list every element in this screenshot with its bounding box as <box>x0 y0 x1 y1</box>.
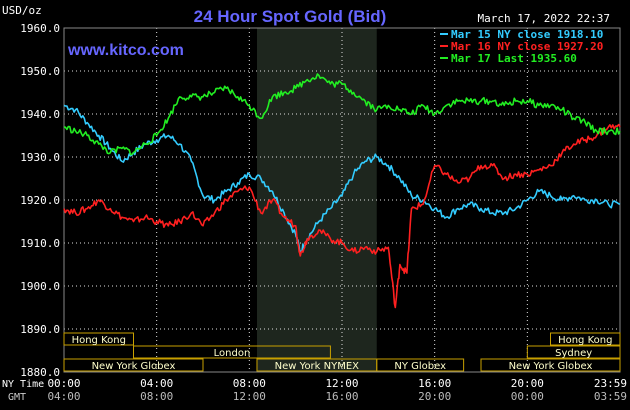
y-tick-label: 1950.0 <box>20 65 60 78</box>
x-tick-label-gmt: 04:00 <box>47 390 80 403</box>
series-lines <box>63 73 621 309</box>
x-tick-label-ny: 16:00 <box>418 377 451 390</box>
legend-label: Mar 16 NY close 1927.20 <box>451 40 603 53</box>
x-tick-label-gmt: 08:00 <box>140 390 173 403</box>
y-tick-label: 1910.0 <box>20 237 60 250</box>
x-tick-label-ny: 04:00 <box>140 377 173 390</box>
x-tick-label-gmt: 16:00 <box>325 390 358 403</box>
y-tick-label: 1930.0 <box>20 151 60 164</box>
gmt-label: GMT <box>8 392 26 403</box>
market-label: New York Globex <box>92 361 176 372</box>
market-label: Hong Kong <box>72 335 126 346</box>
series-line-1 <box>63 104 621 253</box>
market-box <box>376 358 465 372</box>
x-tick-label-gmt: 00:00 <box>511 390 544 403</box>
market-label: Hong Kong <box>558 335 612 346</box>
market-box <box>550 332 621 346</box>
y-tick-labels: 1960.0 1950.0 1940.0 1930.0 1920.0 1910.0 1900… <box>20 22 60 379</box>
x-tick-label-gmt: 20:00 <box>418 390 451 403</box>
market-box <box>526 345 621 359</box>
series-line-2 <box>63 123 621 309</box>
x-tick-label-ny: 00:00 <box>47 377 80 390</box>
y-tick-label: 1940.0 <box>20 108 60 121</box>
market-box <box>133 345 331 359</box>
x-tick-labels: 00:0004:0004:0008:0008:0012:0012:0016:00… <box>47 377 627 403</box>
x-tick-label-ny: 20:00 <box>511 377 544 390</box>
market-label: New York NYMEX <box>275 361 360 372</box>
x-tick-label-gmt: 12:00 <box>233 390 266 403</box>
plot-frame <box>63 27 621 373</box>
x-tick-label-ny: 12:00 <box>325 377 358 390</box>
grid <box>63 27 621 373</box>
x-tick-label-ny: 23:59 <box>594 377 627 390</box>
market-box <box>63 332 134 346</box>
chart-title: 24 Hour Spot Gold (Bid) <box>194 7 387 26</box>
x-tick-label-gmt: 03:59 <box>594 390 627 403</box>
unit-label: USD/oz <box>2 4 42 17</box>
series-line-3 <box>63 73 621 156</box>
legend-label: Mar 17 Last 1935.60 <box>451 52 577 65</box>
chart-datetime: March 17, 2022 22:37 <box>478 12 610 25</box>
kitco-watermark: www.kitco.com <box>67 42 184 59</box>
market-label: NY Globex <box>394 361 446 372</box>
x-tick-label-ny: 08:00 <box>233 377 266 390</box>
ny-time-label: NY Time <box>2 379 44 390</box>
market-label: New York Globex <box>509 361 593 372</box>
market-box <box>63 358 204 372</box>
market-sessions: Hong Kong Hong Kong London Sydney New York G… <box>63 332 621 372</box>
market-box <box>480 358 621 372</box>
y-tick-label: 1890.0 <box>20 323 60 336</box>
market-label: London <box>214 348 251 359</box>
legend-label: Mar 15 NY close 1918.10 <box>451 28 603 41</box>
y-tick-label: 1880.0 <box>20 366 60 379</box>
y-tick-label: 1960.0 <box>20 22 60 35</box>
y-tick-label: 1900.0 <box>20 280 60 293</box>
y-tick-label: 1920.0 <box>20 194 60 207</box>
market-label: Sydney <box>555 348 592 359</box>
